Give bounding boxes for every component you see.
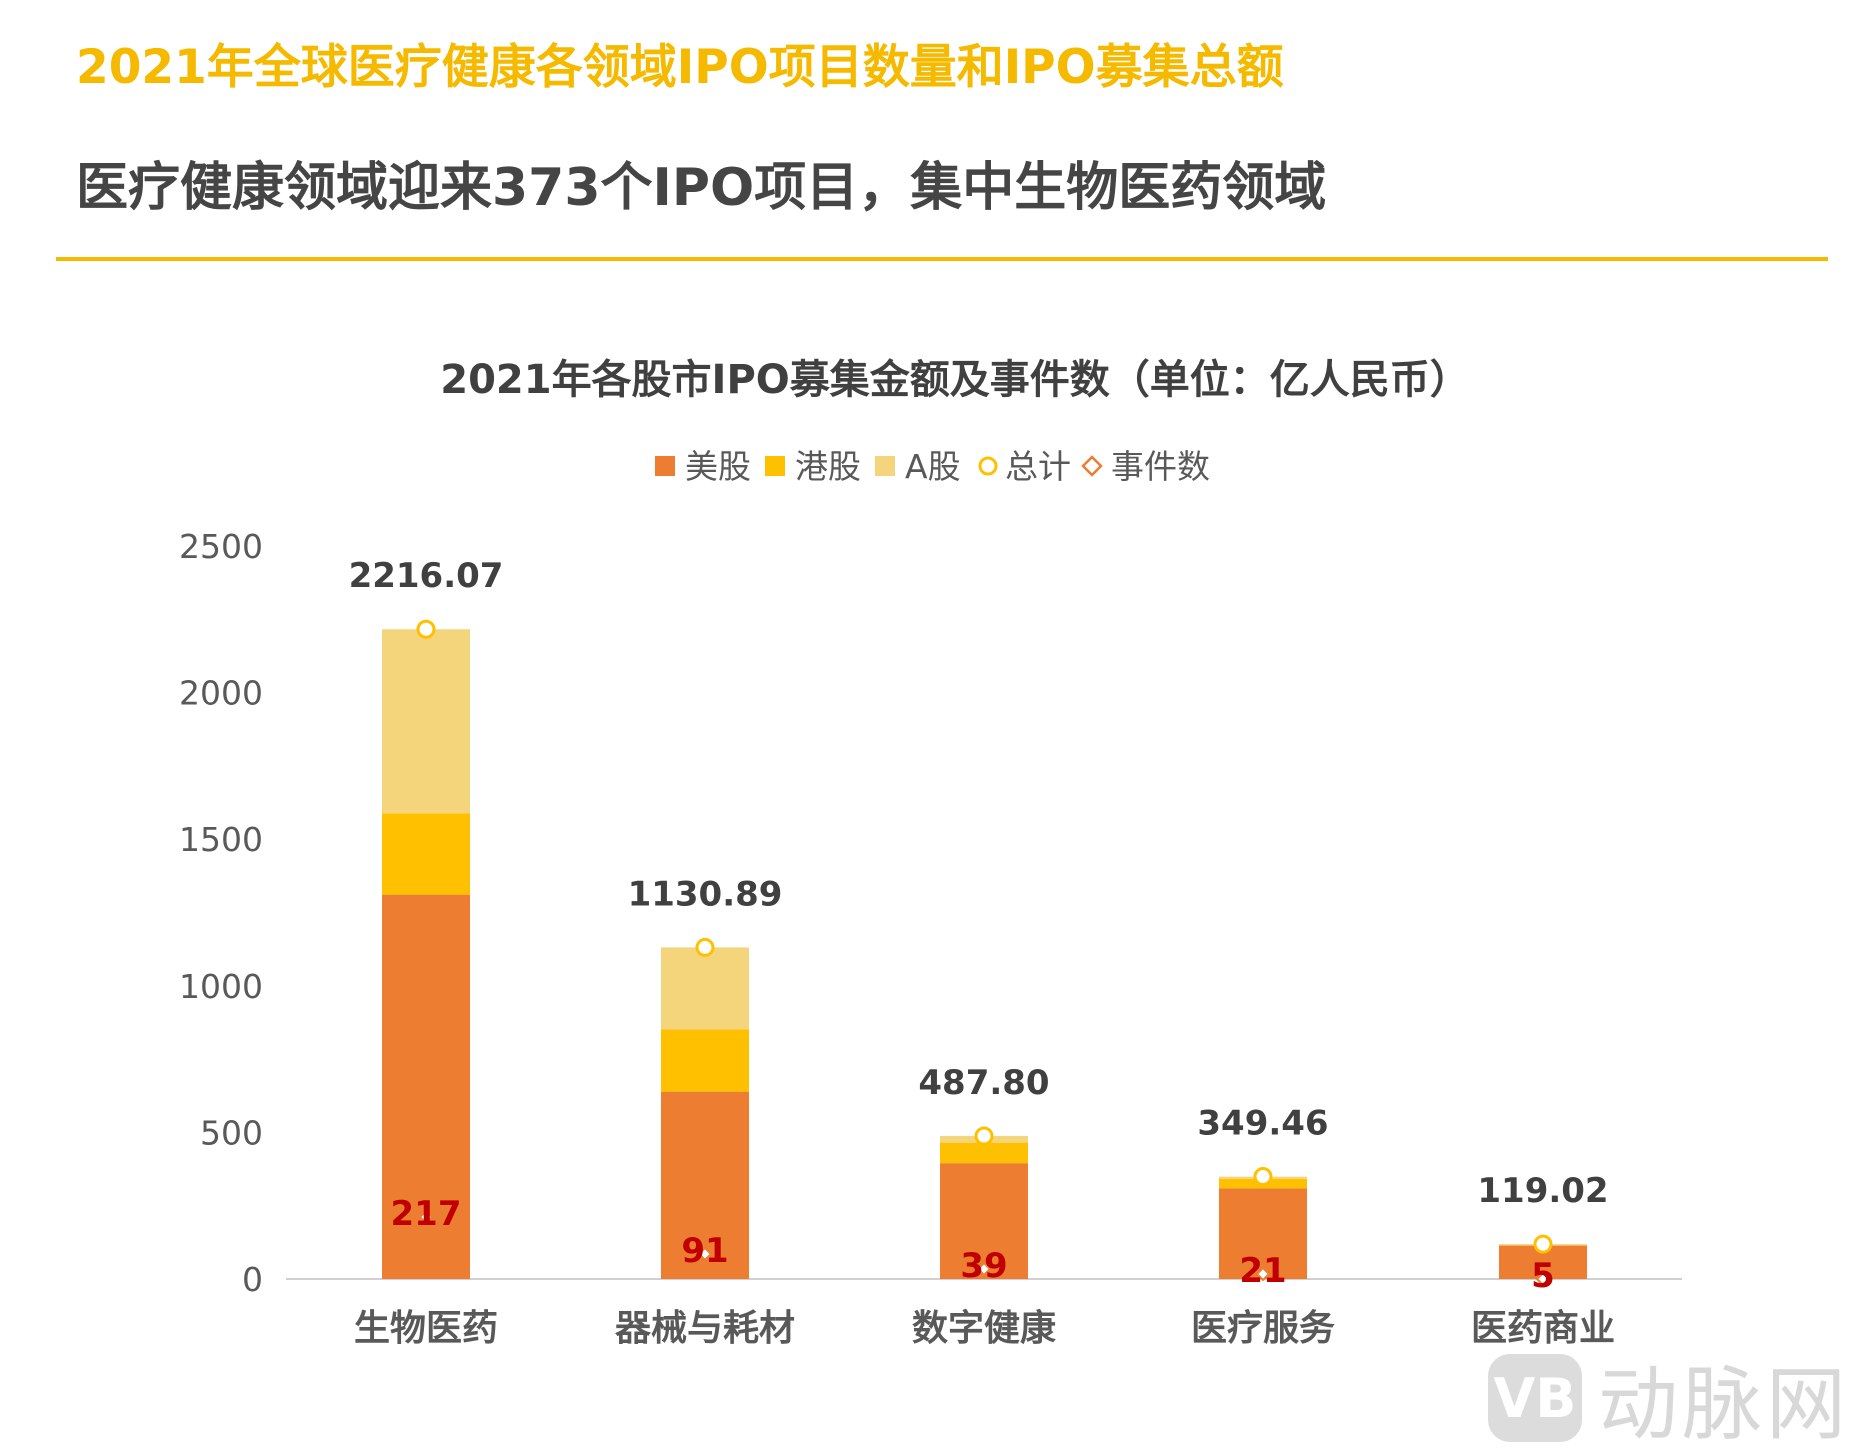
event-count-label: 21: [1239, 1251, 1286, 1291]
event-marker: [697, 1246, 713, 1262]
bars: [382, 629, 1587, 1279]
category-label: 数字健康: [912, 1307, 1056, 1349]
y-tick-label: 500: [200, 1113, 263, 1152]
event-marker: [1255, 1266, 1271, 1282]
y-tick-label: 2500: [179, 527, 263, 566]
legend: 美股 港股 A股 总计 事件数: [655, 447, 1210, 486]
event-count-label: 5: [1531, 1256, 1555, 1296]
legend-swatch: [765, 456, 785, 476]
category-label: 生物医药: [354, 1308, 498, 1349]
event-marker: [1535, 1271, 1551, 1287]
event-count-label: 217: [391, 1194, 462, 1234]
legend-label: 美股: [685, 447, 751, 486]
bar-segment-A股: [661, 947, 749, 1030]
y-tick-label: 1000: [179, 967, 263, 1006]
total-label: 487.80: [918, 1063, 1049, 1103]
legend-total-marker: [978, 456, 998, 476]
legend-swatch: [655, 456, 675, 476]
bar-segment-港股: [661, 1029, 749, 1092]
y-tick-label: 2000: [179, 674, 263, 713]
legend-label: 总计: [1005, 447, 1071, 486]
category-label: 器械与耗材: [615, 1308, 795, 1349]
total-marker: [974, 1126, 994, 1146]
legend-swatch: [875, 456, 895, 476]
chart-title: 2021年各股市IPO募集金额及事件数（单位：亿人民币）: [440, 357, 1470, 403]
bar-segment-港股: [382, 813, 470, 895]
legend-event-marker: [1081, 455, 1103, 477]
y-tick-label: 0: [242, 1260, 263, 1299]
watermark-logo: VB 动脉网: [1488, 1340, 1850, 1456]
total-marker: [416, 619, 436, 639]
event-marker: [418, 1209, 434, 1225]
event-count-label: 39: [960, 1246, 1007, 1286]
page-title: 2021年全球医疗健康各领域IPO项目数量和IPO募集总额: [76, 40, 1284, 95]
bar-segment-港股: [940, 1142, 1028, 1164]
bar-segment-美股: [940, 1163, 1028, 1279]
y-axis: 0 500 1000 1500 2000 2500: [179, 527, 1682, 1299]
total-marker: [1253, 1167, 1273, 1187]
page-subtitle: 医疗健康领域迎来373个IPO项目，集中生物医药领域: [76, 158, 1327, 218]
watermark-text: 动脉网: [1598, 1358, 1850, 1451]
total-label: 2216.07: [349, 556, 504, 596]
total-label: 1130.89: [628, 874, 783, 914]
event-marker: [976, 1261, 992, 1277]
data-labels: 2216.07 217 生物医药 1130.89 91 器械与耗材 487.80 39 数字健康…: [349, 556, 1615, 1349]
y-tick-label: 1500: [179, 820, 263, 859]
total-label: 349.46: [1197, 1104, 1328, 1144]
total-marker: [695, 937, 715, 957]
total-marker: [1533, 1234, 1553, 1254]
title-divider: [56, 257, 1828, 261]
bar-segment-美股: [1219, 1188, 1307, 1279]
legend-label: 港股: [795, 447, 861, 486]
legend-label: 事件数: [1111, 447, 1210, 486]
legend-label: A股: [905, 447, 961, 486]
watermark-badge: VB: [1488, 1354, 1582, 1442]
category-label: 医疗服务: [1191, 1308, 1335, 1349]
event-count-label: 91: [681, 1231, 728, 1271]
total-label: 119.02: [1477, 1171, 1608, 1211]
bar-segment-A股: [382, 629, 470, 814]
category-label: 医药商业: [1471, 1308, 1615, 1349]
